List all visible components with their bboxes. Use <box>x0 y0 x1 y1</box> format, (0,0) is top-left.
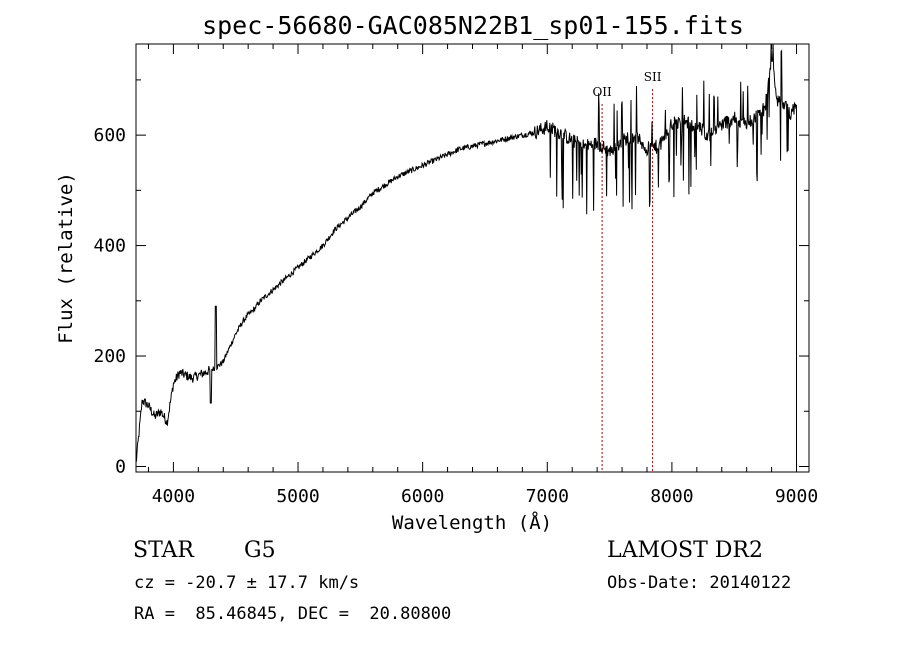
x-tick-label: 4000 <box>152 486 195 507</box>
object-class: STAR <box>133 538 194 563</box>
axis-ticks <box>136 44 809 472</box>
x-tick-label: 6000 <box>401 486 444 507</box>
coordinates: RA = 85.46845, DEC = 20.80800 <box>134 604 452 624</box>
y-tick-label: 400 <box>93 236 126 257</box>
marker-label-oii: OII <box>592 85 612 99</box>
x-tick-label: 5000 <box>276 486 319 507</box>
y-tick-label: 0 <box>115 456 126 477</box>
observation-date: Obs-Date: 20140122 <box>607 573 792 593</box>
y-axis-label: Flux (relative) <box>55 172 77 344</box>
object-subclass: G5 <box>244 538 276 563</box>
marker-label-sii: SII <box>644 70 662 84</box>
x-tick-label: 7000 <box>526 486 569 507</box>
spectrum-line <box>135 43 797 467</box>
survey-name: LAMOST DR2 <box>607 538 763 563</box>
x-axis-label: Wavelength (Å) <box>392 511 552 534</box>
plot-frame <box>135 43 810 473</box>
tick-labels: 4000 5000 6000 7000 8000 9000 0 200 400 600 <box>93 125 818 507</box>
x-tick-label: 8000 <box>650 486 693 507</box>
y-tick-label: 600 <box>93 125 126 146</box>
y-tick-label: 200 <box>93 346 126 367</box>
x-tick-label: 9000 <box>775 486 818 507</box>
redshift-value: cz = -20.7 ± 17.7 km/s <box>134 573 360 593</box>
chart-title: spec-56680-GAC085N22B1_sp01-155.fits <box>202 11 744 40</box>
emission-line-markers: OII SII <box>592 70 662 472</box>
